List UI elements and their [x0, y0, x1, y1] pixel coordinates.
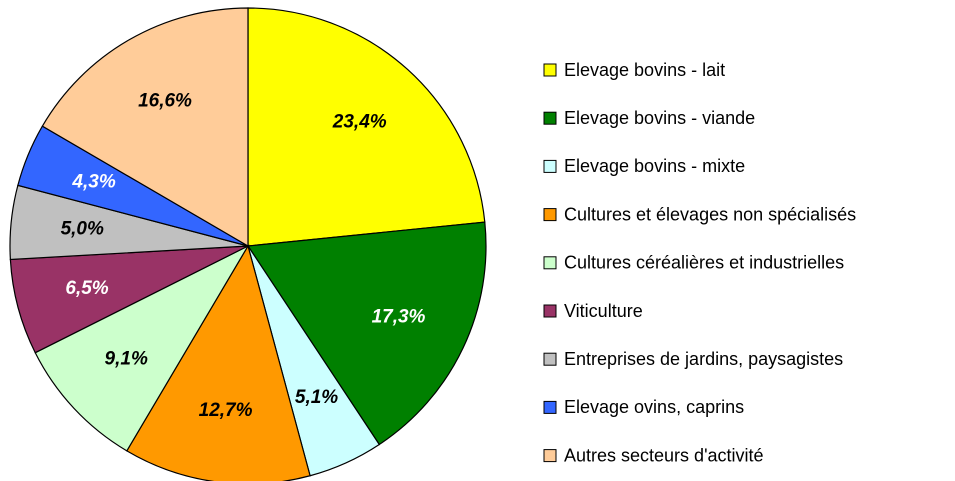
legend-swatch: [543, 256, 557, 270]
pie-slice: [34, 244, 250, 452]
legend-label: Elevage bovins - lait: [564, 60, 725, 80]
legend-swatch: [543, 449, 557, 463]
legend-label: Viticulture: [564, 301, 643, 321]
pie-slice: [246, 221, 487, 446]
value-label: 4,3%: [71, 171, 115, 192]
legend-swatch: [543, 208, 557, 222]
legend-swatch: [543, 111, 557, 125]
legend-swatch: [543, 304, 557, 318]
value-label: 5,0%: [61, 218, 104, 239]
value-label: 9,1%: [105, 349, 148, 370]
legend-label: Cultures et élevages non spécialisés: [564, 204, 856, 224]
legend-label: Elevage bovins - mixte: [564, 156, 745, 176]
pie-slice: [41, 7, 249, 248]
value-label: 6,5%: [65, 278, 108, 299]
legend-label: Entreprises de jardins, paysagistes: [564, 349, 843, 369]
value-label: 16,6%: [138, 91, 192, 112]
legend-label: Elevage ovins, caprins: [564, 397, 744, 417]
legend-swatch: [543, 400, 557, 414]
legend-swatch: [543, 159, 557, 173]
value-label: 5,1%: [295, 387, 338, 408]
legend-label: Autres secteurs d'activité: [564, 445, 764, 465]
legend-label: Cultures céréalières et industrielles: [564, 253, 844, 273]
value-label: 17,3%: [372, 306, 426, 327]
legend-swatch: [543, 63, 557, 77]
value-label: 12,7%: [199, 400, 253, 421]
legend-swatch: [543, 352, 557, 366]
pie-slice: [126, 244, 311, 481]
legend-label: Elevage bovins - viande: [564, 108, 755, 128]
value-label: 23,4%: [332, 111, 387, 132]
pie-slice: [247, 7, 486, 247]
